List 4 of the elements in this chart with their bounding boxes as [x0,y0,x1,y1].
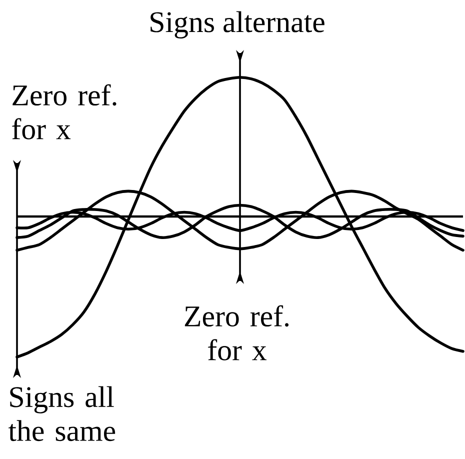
annotation: Zero ref. for x [12,84,116,140]
annotation: Zero ref. for x [184,305,289,360]
text: Signs alternate [150,11,324,38]
text: Signs all the same [8,386,116,442]
